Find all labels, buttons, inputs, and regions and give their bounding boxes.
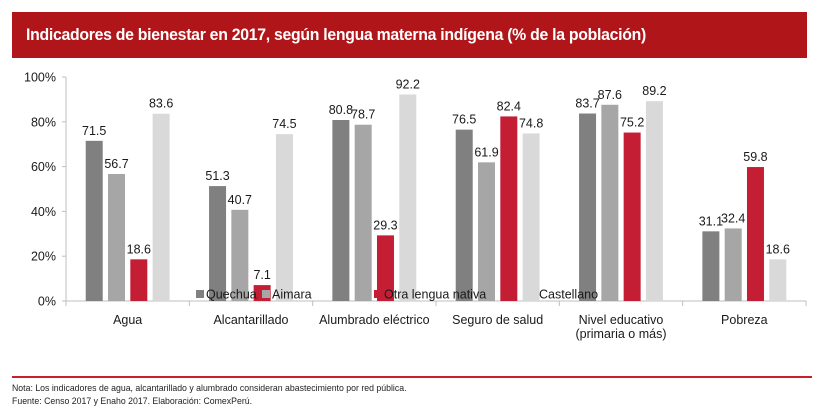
legend-label: Otra lengua nativa xyxy=(384,288,486,302)
x-tick-label: Alumbrado eléctrico xyxy=(319,313,430,327)
legend-swatch-otra-lengua-nativa xyxy=(374,290,382,298)
bar-otra-lengua-nativa xyxy=(376,235,394,301)
x-tick-label-line: Agua xyxy=(113,313,142,327)
axes: 0% 20% 40% 60% 80% 100% xyxy=(24,71,807,309)
legend-swatch-castellano xyxy=(529,290,537,298)
data-label: 80.8 xyxy=(329,103,353,117)
legend-swatch-aimara xyxy=(262,290,270,298)
data-label: 83.6 xyxy=(149,97,173,111)
data-label: 32.4 xyxy=(721,211,745,225)
bar-aimara xyxy=(724,228,742,301)
bar-castellano xyxy=(769,259,787,301)
data-label: 82.4 xyxy=(497,99,521,113)
legend-label: Castellano xyxy=(539,288,598,302)
bar-quechua xyxy=(85,140,103,301)
footnote-nota: Nota: Los indicadores de agua, alcantari… xyxy=(12,383,407,394)
bar-quechua xyxy=(209,186,227,301)
data-label: 31.1 xyxy=(699,214,723,228)
title-bar: Indicadores de bienestar en 2017, según … xyxy=(12,12,807,58)
bar-castellano xyxy=(275,134,293,301)
x-tick-labels: Agua Alcantarillado Alumbrado eléctrico Seg… xyxy=(113,313,768,341)
bar-quechua xyxy=(455,129,473,301)
data-label: 7.1 xyxy=(253,268,270,282)
data-label: 29.3 xyxy=(373,218,397,232)
bar-quechua xyxy=(702,231,720,301)
bar-quechua xyxy=(579,113,597,302)
legend: Quechua Aimara Otra lengua nativa Castellan… xyxy=(196,288,598,302)
data-label: 74.5 xyxy=(272,117,296,131)
x-tick-label-line: (primaria o más) xyxy=(576,327,667,341)
bar-castellano xyxy=(152,113,170,302)
y-tick-label: 80% xyxy=(31,115,56,129)
data-label: 71.5 xyxy=(82,124,106,138)
data-label: 87.6 xyxy=(598,88,622,102)
legend-label: Quechua xyxy=(206,288,257,302)
x-tick-label-line: Alumbrado eléctrico xyxy=(319,313,430,327)
chart-title: Indicadores de bienestar en 2017, según … xyxy=(26,25,646,44)
data-label: 59.8 xyxy=(743,150,767,164)
x-tick-label: Nivel educativo (primaria o más) xyxy=(576,313,667,341)
y-tick-label: 40% xyxy=(31,205,56,219)
x-tick-label-line: Seguro de salud xyxy=(452,313,543,327)
x-tick-label-line: Alcantarillado xyxy=(213,313,288,327)
bar-otra-lengua-nativa xyxy=(130,259,148,301)
data-label: 61.9 xyxy=(474,145,498,159)
bar-aimara xyxy=(231,209,249,301)
bar-aimara xyxy=(478,162,496,301)
data-label: 76.5 xyxy=(452,113,476,127)
bar-castellano xyxy=(399,94,417,301)
bars xyxy=(85,94,787,302)
data-label: 92.2 xyxy=(396,77,420,91)
bar-castellano xyxy=(522,133,540,301)
bar-aimara xyxy=(601,104,619,301)
data-label: 83.7 xyxy=(575,97,599,111)
data-labels: 71.5 56.7 18.6 83.6 51.3 40.7 7.1 74.5 80.878.7 2… xyxy=(82,77,790,282)
x-tick-label: Seguro de salud xyxy=(452,313,543,327)
data-label: 18.6 xyxy=(766,242,790,256)
bar-quechua xyxy=(332,120,350,301)
data-label: 89.2 xyxy=(642,84,666,98)
x-tick-label: Pobreza xyxy=(721,313,768,327)
y-tick-label: 20% xyxy=(31,250,56,264)
data-label: 18.6 xyxy=(127,242,151,256)
data-label: 74.8 xyxy=(519,116,543,130)
data-label: 56.7 xyxy=(104,157,128,171)
legend-swatch-quechua xyxy=(196,290,204,298)
x-tick-label: Agua xyxy=(113,313,142,327)
y-tick-label: 100% xyxy=(24,71,56,85)
data-label: 51.3 xyxy=(205,169,229,183)
data-label: 40.7 xyxy=(228,193,252,207)
x-tick-label: Alcantarillado xyxy=(213,313,288,327)
bar-aimara xyxy=(108,173,126,301)
legend-label: Aimara xyxy=(272,288,312,302)
x-tick-label-line: Pobreza xyxy=(721,313,768,327)
footnote-fuente: Fuente: Censo 2017 y Enaho 2017. Elabora… xyxy=(12,396,253,407)
footer-divider xyxy=(12,376,812,378)
y-tick-label: 0% xyxy=(38,295,56,309)
bar-otra-lengua-nativa xyxy=(746,167,764,301)
bar-castellano xyxy=(645,101,663,301)
y-tick-label: 60% xyxy=(31,160,56,174)
bar-aimara xyxy=(354,124,372,301)
data-label: 75.2 xyxy=(620,116,644,130)
bar-chart: 0% 20% 40% 60% 80% 100% 71.5 56.7 18.6 83.6 51.3 4… xyxy=(24,71,807,341)
x-tick-label-line: Nivel educativo xyxy=(579,313,664,327)
bar-otra-lengua-nativa xyxy=(500,116,518,301)
bar-otra-lengua-nativa xyxy=(623,132,641,301)
data-label: 78.7 xyxy=(351,108,375,122)
